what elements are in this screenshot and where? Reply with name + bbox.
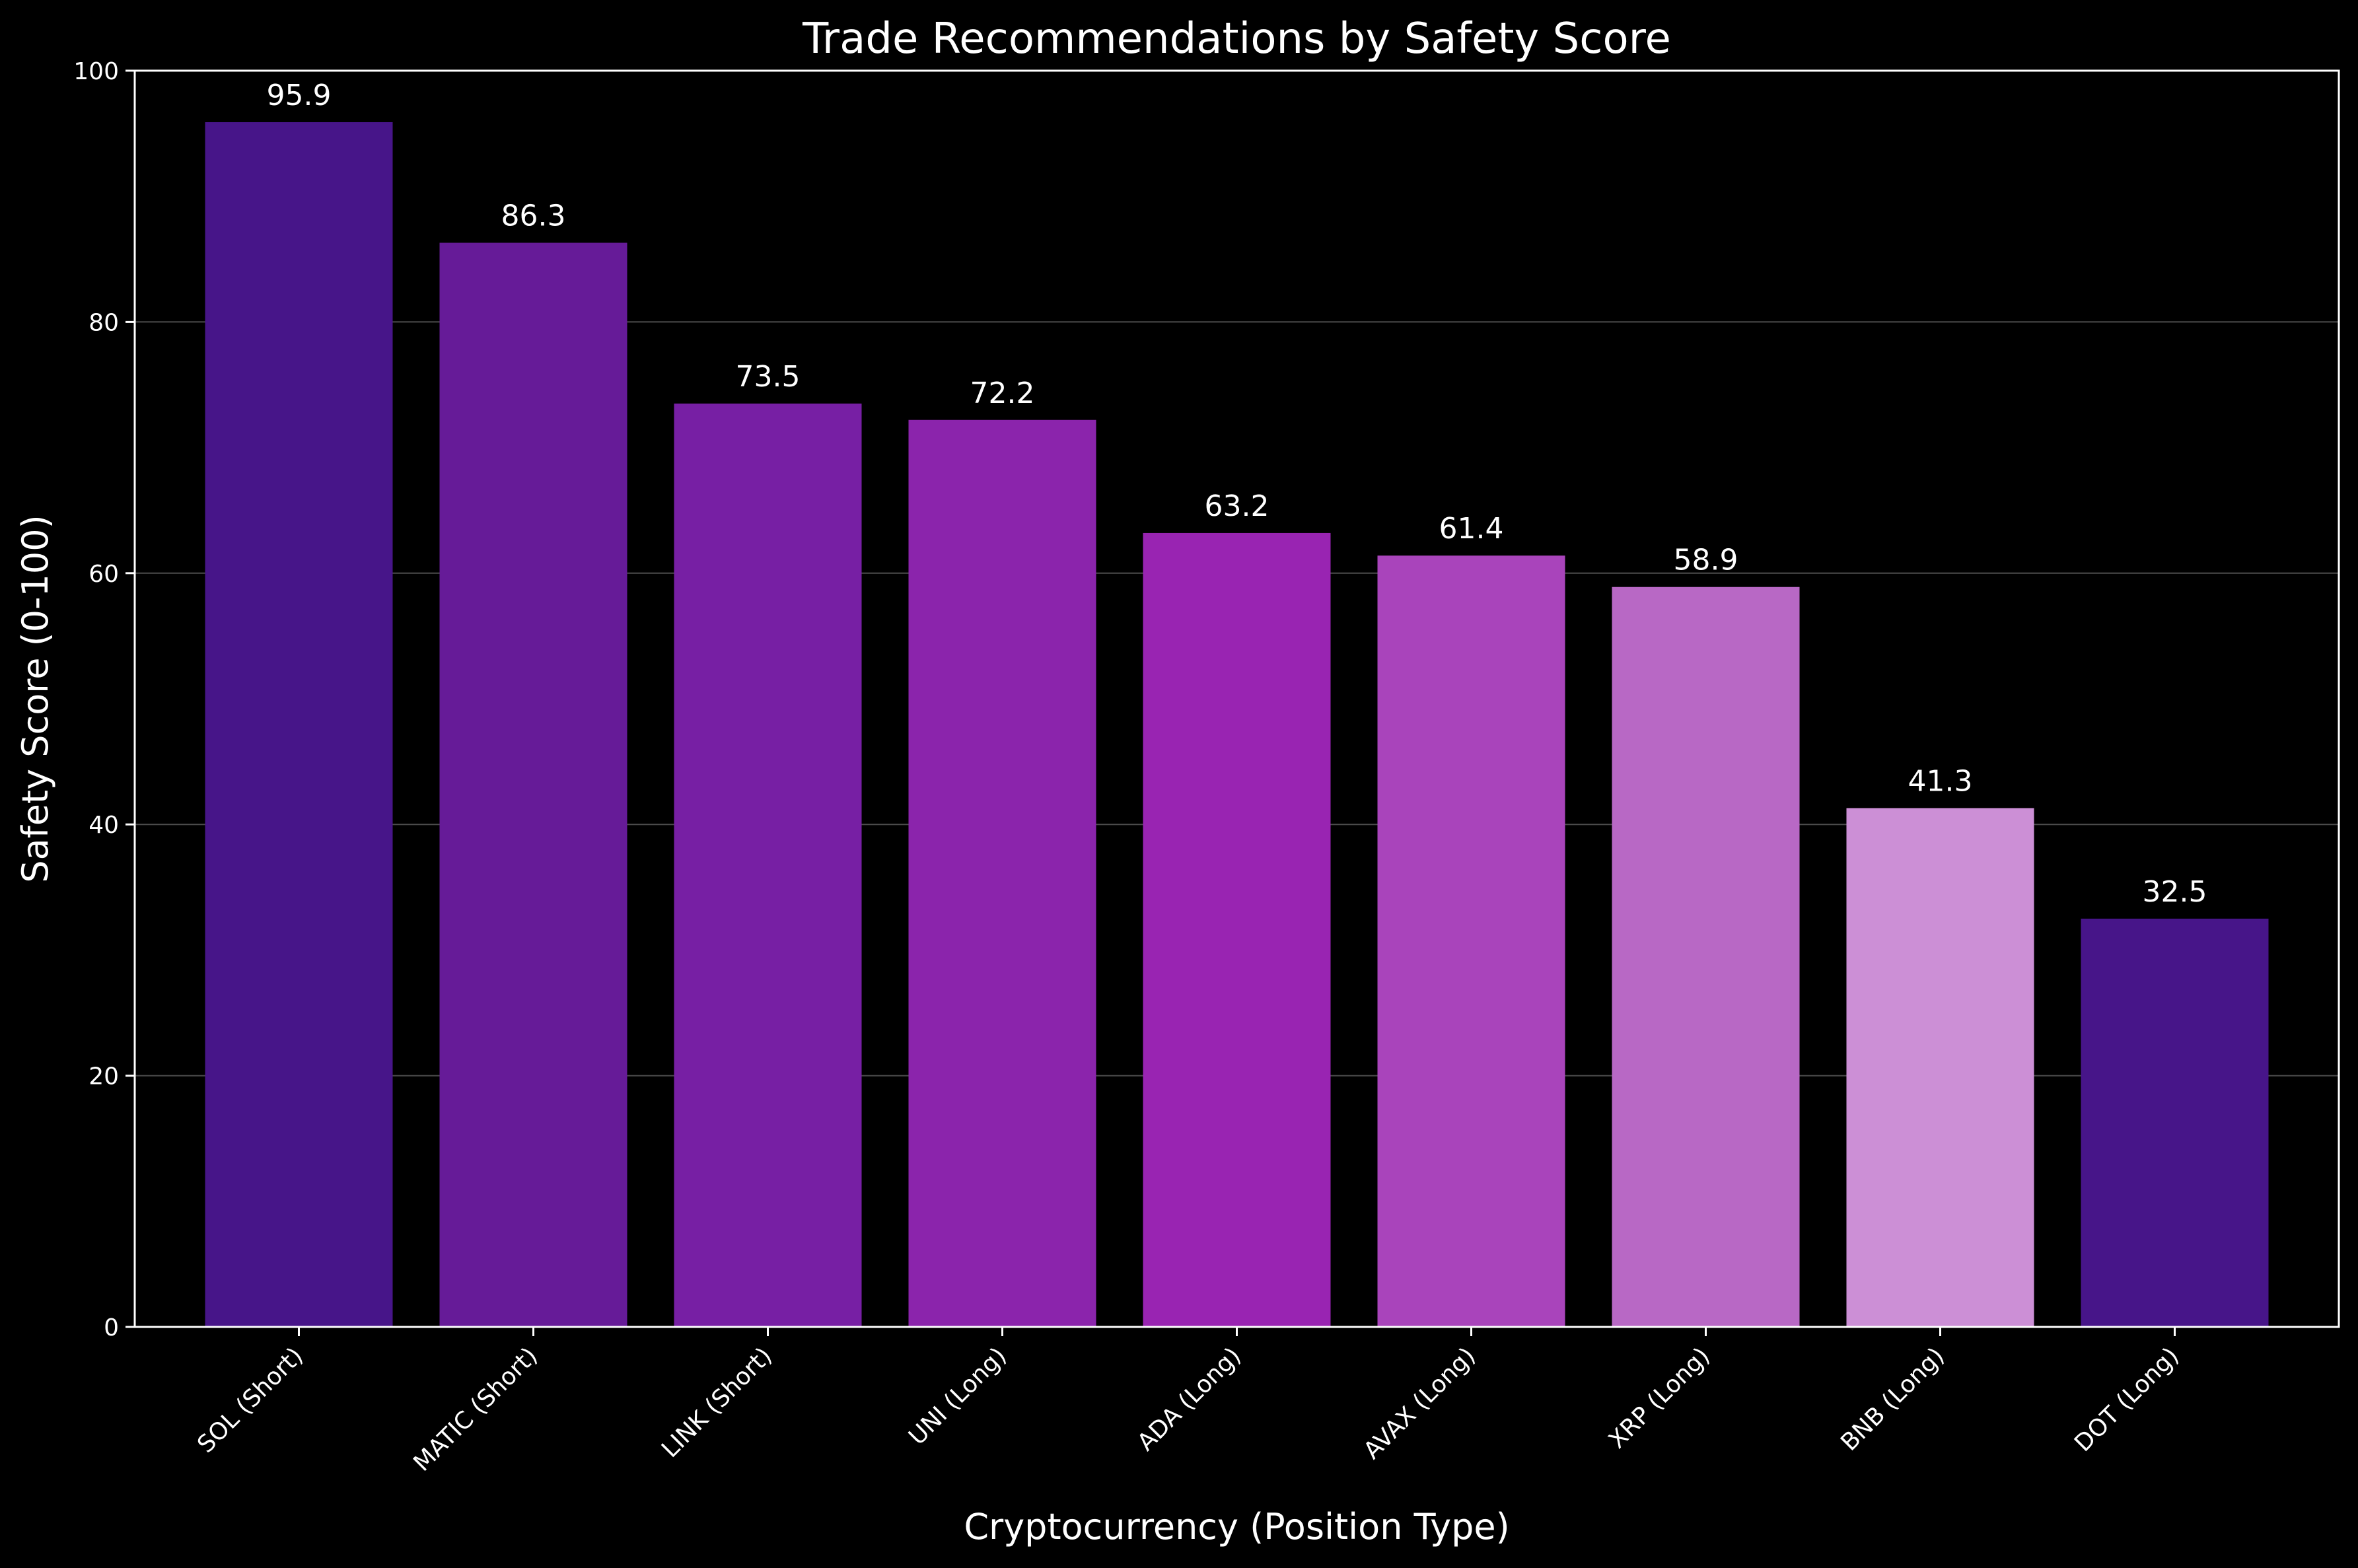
value-label: 73.5	[736, 360, 801, 394]
bar	[1143, 532, 1331, 1327]
chart-title: Trade Recommendations by Safety Score	[802, 15, 1671, 63]
bar	[1377, 555, 1565, 1327]
bar	[205, 122, 393, 1328]
value-labels: 95.9 86.3 73.5 72.2 63.2 61.4 58.9 41.3 32.5	[267, 79, 2207, 909]
value-label: 32.5	[2143, 875, 2207, 909]
y-tick-label: 60	[89, 561, 119, 588]
value-label: 41.3	[1908, 764, 1973, 798]
bar	[674, 404, 862, 1327]
bar	[908, 419, 1096, 1327]
value-label: 63.2	[1205, 489, 1269, 523]
y-axis-ticks: 0 20 40 60 80 100	[73, 58, 135, 1341]
y-tick-label: 40	[89, 812, 119, 839]
value-label: 61.4	[1439, 512, 1504, 546]
y-tick-label: 0	[104, 1314, 119, 1341]
bar	[1612, 587, 1800, 1328]
y-tick-label: 80	[89, 309, 119, 336]
y-tick-label: 20	[89, 1063, 119, 1090]
bar	[1846, 808, 2034, 1327]
value-label: 86.3	[501, 199, 566, 233]
value-label: 95.9	[267, 79, 332, 112]
value-label: 58.9	[1674, 544, 1738, 577]
value-label: 72.2	[970, 376, 1035, 410]
bar	[439, 242, 627, 1328]
bars	[205, 122, 2269, 1328]
y-tick-label: 100	[73, 58, 119, 85]
y-axis-label: Safety Score (0-100)	[15, 515, 56, 882]
x-axis-label: Cryptocurrency (Position Type)	[964, 1506, 1509, 1548]
bar	[2081, 918, 2269, 1327]
